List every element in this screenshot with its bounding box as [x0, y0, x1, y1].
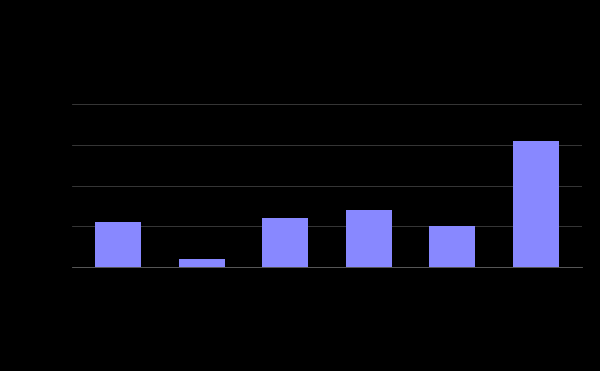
Bar — [179, 259, 224, 267]
Bar — [346, 210, 392, 267]
Bar — [95, 222, 141, 267]
Bar — [262, 218, 308, 267]
Bar — [513, 141, 559, 267]
Bar — [430, 226, 475, 267]
